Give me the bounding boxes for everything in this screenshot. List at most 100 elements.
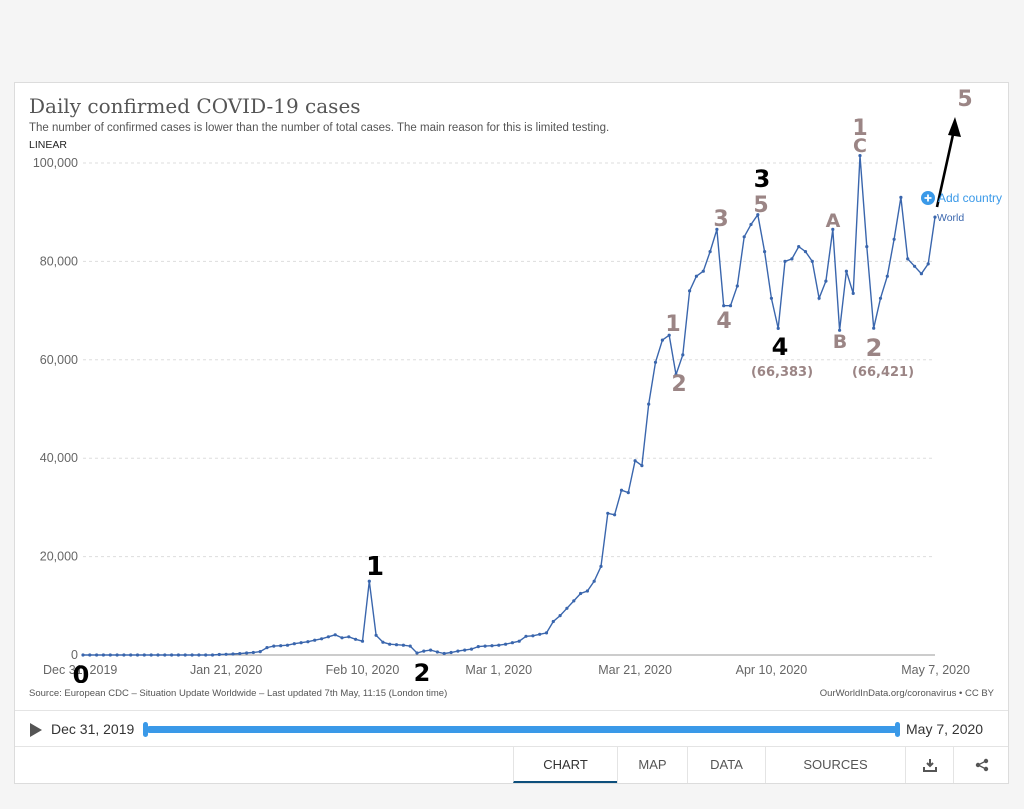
data-point[interactable] xyxy=(810,259,814,263)
data-point[interactable] xyxy=(728,304,733,308)
data-point[interactable] xyxy=(517,639,521,643)
data-point[interactable] xyxy=(572,599,576,603)
data-point[interactable] xyxy=(265,646,269,650)
data-point[interactable] xyxy=(456,649,460,653)
data-point[interactable] xyxy=(769,296,774,300)
data-point[interactable] xyxy=(579,591,583,596)
timeline-end-handle[interactable] xyxy=(895,722,900,737)
data-point[interactable] xyxy=(763,250,767,254)
data-point[interactable] xyxy=(599,564,603,568)
data-point[interactable] xyxy=(81,653,85,657)
download-button[interactable] xyxy=(905,747,953,783)
data-point[interactable] xyxy=(285,643,290,647)
data-point[interactable] xyxy=(797,245,801,249)
data-point[interactable] xyxy=(715,227,719,231)
data-point[interactable] xyxy=(497,643,501,647)
data-point[interactable] xyxy=(756,213,760,217)
data-point[interactable] xyxy=(803,250,808,254)
data-point[interactable] xyxy=(347,635,351,639)
data-point[interactable] xyxy=(238,652,242,656)
timeline-range-track[interactable] xyxy=(146,726,898,733)
data-point[interactable] xyxy=(817,296,821,300)
data-point[interactable] xyxy=(394,643,399,647)
data-point[interactable] xyxy=(340,636,344,640)
data-point[interactable] xyxy=(647,402,651,406)
data-point[interactable] xyxy=(374,633,378,637)
data-point[interactable] xyxy=(163,653,167,657)
data-point[interactable] xyxy=(129,653,133,657)
data-point[interactable] xyxy=(449,650,453,655)
data-point[interactable] xyxy=(892,237,896,241)
data-point[interactable] xyxy=(442,651,446,656)
data-point[interactable] xyxy=(245,651,249,655)
data-point[interactable] xyxy=(258,650,262,654)
data-point[interactable] xyxy=(156,653,160,657)
data-point[interactable] xyxy=(735,284,739,288)
data-point[interactable] xyxy=(619,488,624,492)
data-point[interactable] xyxy=(878,296,883,300)
data-point[interactable] xyxy=(926,262,930,266)
data-point[interactable] xyxy=(170,653,174,657)
data-point[interactable] xyxy=(742,235,746,239)
data-point[interactable] xyxy=(544,631,549,635)
data-point[interactable] xyxy=(824,279,828,283)
data-point[interactable] xyxy=(831,227,835,231)
share-button[interactable] xyxy=(953,747,1009,783)
data-point[interactable] xyxy=(401,643,405,647)
data-point[interactable] xyxy=(592,579,596,583)
data-point[interactable] xyxy=(463,648,467,652)
data-point[interactable] xyxy=(469,647,474,651)
data-point[interactable] xyxy=(885,274,889,278)
data-point[interactable] xyxy=(749,222,753,227)
data-point[interactable] xyxy=(142,653,146,657)
data-point[interactable] xyxy=(88,653,92,657)
data-point[interactable] xyxy=(251,650,255,655)
data-point[interactable] xyxy=(613,513,617,517)
data-point[interactable] xyxy=(333,633,337,637)
data-point[interactable] xyxy=(626,491,630,495)
data-point[interactable] xyxy=(701,269,705,273)
data-point[interactable] xyxy=(272,644,276,648)
tab-sources[interactable]: SOURCES xyxy=(765,747,905,783)
data-point[interactable] xyxy=(510,641,514,645)
data-point[interactable] xyxy=(633,459,637,463)
data-point[interactable] xyxy=(490,644,494,648)
data-point[interactable] xyxy=(435,650,439,654)
data-point[interactable] xyxy=(694,274,699,278)
data-point[interactable] xyxy=(933,215,937,219)
data-point[interactable] xyxy=(551,619,555,624)
data-point[interactable] xyxy=(653,360,658,364)
data-point[interactable] xyxy=(197,653,201,657)
data-point[interactable] xyxy=(838,328,842,332)
data-point[interactable] xyxy=(790,257,794,261)
data-point[interactable] xyxy=(674,373,678,377)
data-point[interactable] xyxy=(313,638,317,642)
data-point[interactable] xyxy=(367,579,371,583)
data-point[interactable] xyxy=(688,289,692,293)
tab-map[interactable]: MAP xyxy=(617,747,687,783)
data-point[interactable] xyxy=(101,653,105,657)
data-point[interactable] xyxy=(176,653,180,657)
data-point[interactable] xyxy=(660,338,665,342)
data-point[interactable] xyxy=(504,642,508,646)
data-point[interactable] xyxy=(844,269,849,273)
data-point[interactable] xyxy=(122,653,126,657)
data-point[interactable] xyxy=(292,642,296,646)
data-point[interactable] xyxy=(422,649,426,653)
data-point[interactable] xyxy=(95,653,99,657)
data-point[interactable] xyxy=(429,648,433,652)
data-point[interactable] xyxy=(606,511,610,515)
data-point[interactable] xyxy=(858,154,862,158)
data-point[interactable] xyxy=(388,642,392,646)
tab-data[interactable]: DATA xyxy=(687,747,765,783)
data-point[interactable] xyxy=(354,637,358,641)
data-point[interactable] xyxy=(279,644,283,648)
add-country-button[interactable]: Add country xyxy=(921,191,1002,205)
tab-chart[interactable]: CHART xyxy=(513,747,617,783)
data-point[interactable] xyxy=(381,640,385,644)
data-point[interactable] xyxy=(899,195,903,199)
data-point[interactable] xyxy=(913,264,917,268)
data-point[interactable] xyxy=(190,653,194,657)
data-point[interactable] xyxy=(640,464,644,468)
data-point[interactable] xyxy=(210,653,215,657)
